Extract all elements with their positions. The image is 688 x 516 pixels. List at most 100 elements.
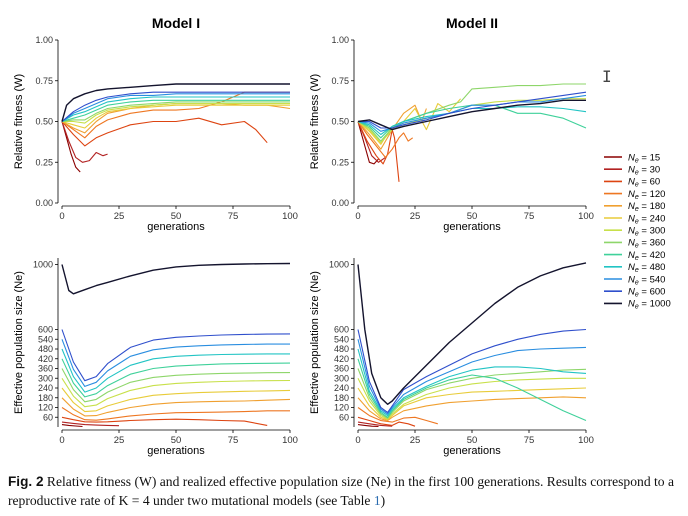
y-tick-label: 360 [334,364,349,374]
y-tick-label: 1000 [329,260,349,270]
series-line-ne-360 [61,101,290,123]
series-line-ne-600 [357,328,587,413]
x-tick-label: 25 [114,211,125,222]
y-tick-label: 180 [38,393,53,403]
chart-fitness-model-1: Model I 0 25 50 75 100 generations 0.00 0.25 0.50… [13,15,298,233]
series-line-ne-1000 [61,83,290,122]
legend-label: Ne = 1000 [628,299,671,311]
y-tick-label: 120 [38,403,53,413]
legend-label: Ne = 240 [628,213,665,225]
y-tick-label: 1.00 [331,35,349,45]
series-line-ne-600 [61,329,291,382]
y-tick-label: 480 [334,344,349,354]
x-tick-label: 100 [282,435,298,446]
series-line-ne-1000 [357,262,587,405]
legend-item: Ne = 420 [604,250,665,262]
x-axis-label: generations [443,221,501,233]
x-tick-label: 0 [355,435,360,446]
legend-label: Ne = 480 [628,262,665,274]
x-tick-label: 75 [524,435,535,446]
y-tick-label: 420 [38,354,53,364]
x-tick-label: 50 [467,211,478,222]
y-tick-label: 120 [334,403,349,413]
y-tick-label: 480 [38,344,53,354]
legend-item: Ne = 1000 [604,299,671,311]
x-axis-label: generations [147,221,205,233]
y-tick-label: 0.25 [35,157,53,167]
y-tick-label: 300 [38,373,53,383]
x-tick-label: 25 [410,211,421,222]
y-tick-label: 0.75 [35,76,53,86]
series-line-ne-240 [61,104,290,129]
legend-item: Ne = 30 [604,165,660,177]
y-axis-label: Relative fitness (W) [13,74,25,169]
panel-title: Model II [446,15,498,31]
y-tick-label: 240 [38,383,53,393]
y-tick-label: 180 [334,393,349,403]
series-line-ne-30 [357,421,393,427]
legend-item: Ne = 15 [604,152,660,164]
series-line-ne-1000 [61,262,291,295]
legend-label: Ne = 360 [628,238,665,250]
series-line-ne-15 [357,121,379,165]
series-line-ne-300 [61,378,291,408]
series-line-ne-120 [357,121,414,158]
text-cursor-icon: I [602,67,612,86]
x-tick-label: 25 [114,435,125,446]
series-line-ne-360 [357,368,587,419]
y-axis-label: Effective population size (Ne) [13,271,25,414]
legend-item: Ne = 180 [604,201,665,213]
series-line-ne-480 [357,348,587,417]
legend-label: Ne = 15 [628,152,660,164]
x-tick-label: 75 [524,211,535,222]
series-line-ne-60 [61,117,268,147]
y-tick-label: 60 [43,412,53,422]
series-line-ne-420 [61,358,291,398]
x-tick-label: 25 [410,435,421,446]
table-link[interactable]: 1 [373,493,381,508]
series-line-ne-360 [357,83,586,142]
y-axis-label: Effective population size (Ne) [309,271,321,414]
y-tick-label: 600 [38,325,53,335]
caption-label: Fig. 2 [8,474,44,489]
legend-label: Ne = 30 [628,165,660,177]
y-tick-label: 0.50 [35,117,53,127]
x-tick-label: 100 [578,211,594,222]
series-line-ne-240 [357,387,587,421]
series-line-ne-120 [61,407,290,421]
y-tick-label: 360 [38,364,53,374]
series-line-ne-15 [61,121,81,173]
y-tick-label: 600 [334,325,349,335]
panel-title: Model I [152,15,200,31]
y-tick-label: 1000 [33,260,53,270]
series-line-ne-540 [357,339,587,415]
legend-item: Ne = 600 [604,287,665,299]
series-line-ne-30 [61,121,108,163]
y-tick-label: 0.25 [331,157,349,167]
figure-canvas: Model I 0 25 50 75 100 generations 0.00 0.25 0.50… [13,15,671,457]
legend-label: Ne = 600 [628,287,665,299]
caption-end: ) [380,493,386,508]
y-tick-label: 0.50 [331,117,349,127]
legend-label: Ne = 60 [628,177,660,189]
legend-item: Ne = 540 [604,274,665,286]
x-tick-label: 0 [59,211,64,222]
y-tick-label: 1.00 [35,35,53,45]
series-line-ne-540 [61,93,290,122]
series-line-ne-15 [357,424,379,428]
figure-caption: Fig. 2 Relative fitness (W) and realized… [8,472,680,510]
y-axis-label: Relative fitness (W) [309,74,321,169]
y-tick-label: 300 [334,373,349,383]
series-line-ne-300 [357,377,586,420]
y-tick-label: 0.00 [35,198,53,208]
series-line-ne-360 [61,368,291,403]
series-line-ne-480 [61,348,290,393]
y-tick-label: 240 [334,383,349,393]
series-line-ne-30 [61,421,120,427]
legend-label: Ne = 300 [628,226,665,238]
y-tick-label: 0.75 [331,76,349,86]
x-tick-label: 50 [171,435,182,446]
series-line-ne-600 [358,91,587,129]
chart-fitness-model-2: Model II 0 25 50 75 100 generations 0.00 0.25 0.5… [309,15,594,233]
